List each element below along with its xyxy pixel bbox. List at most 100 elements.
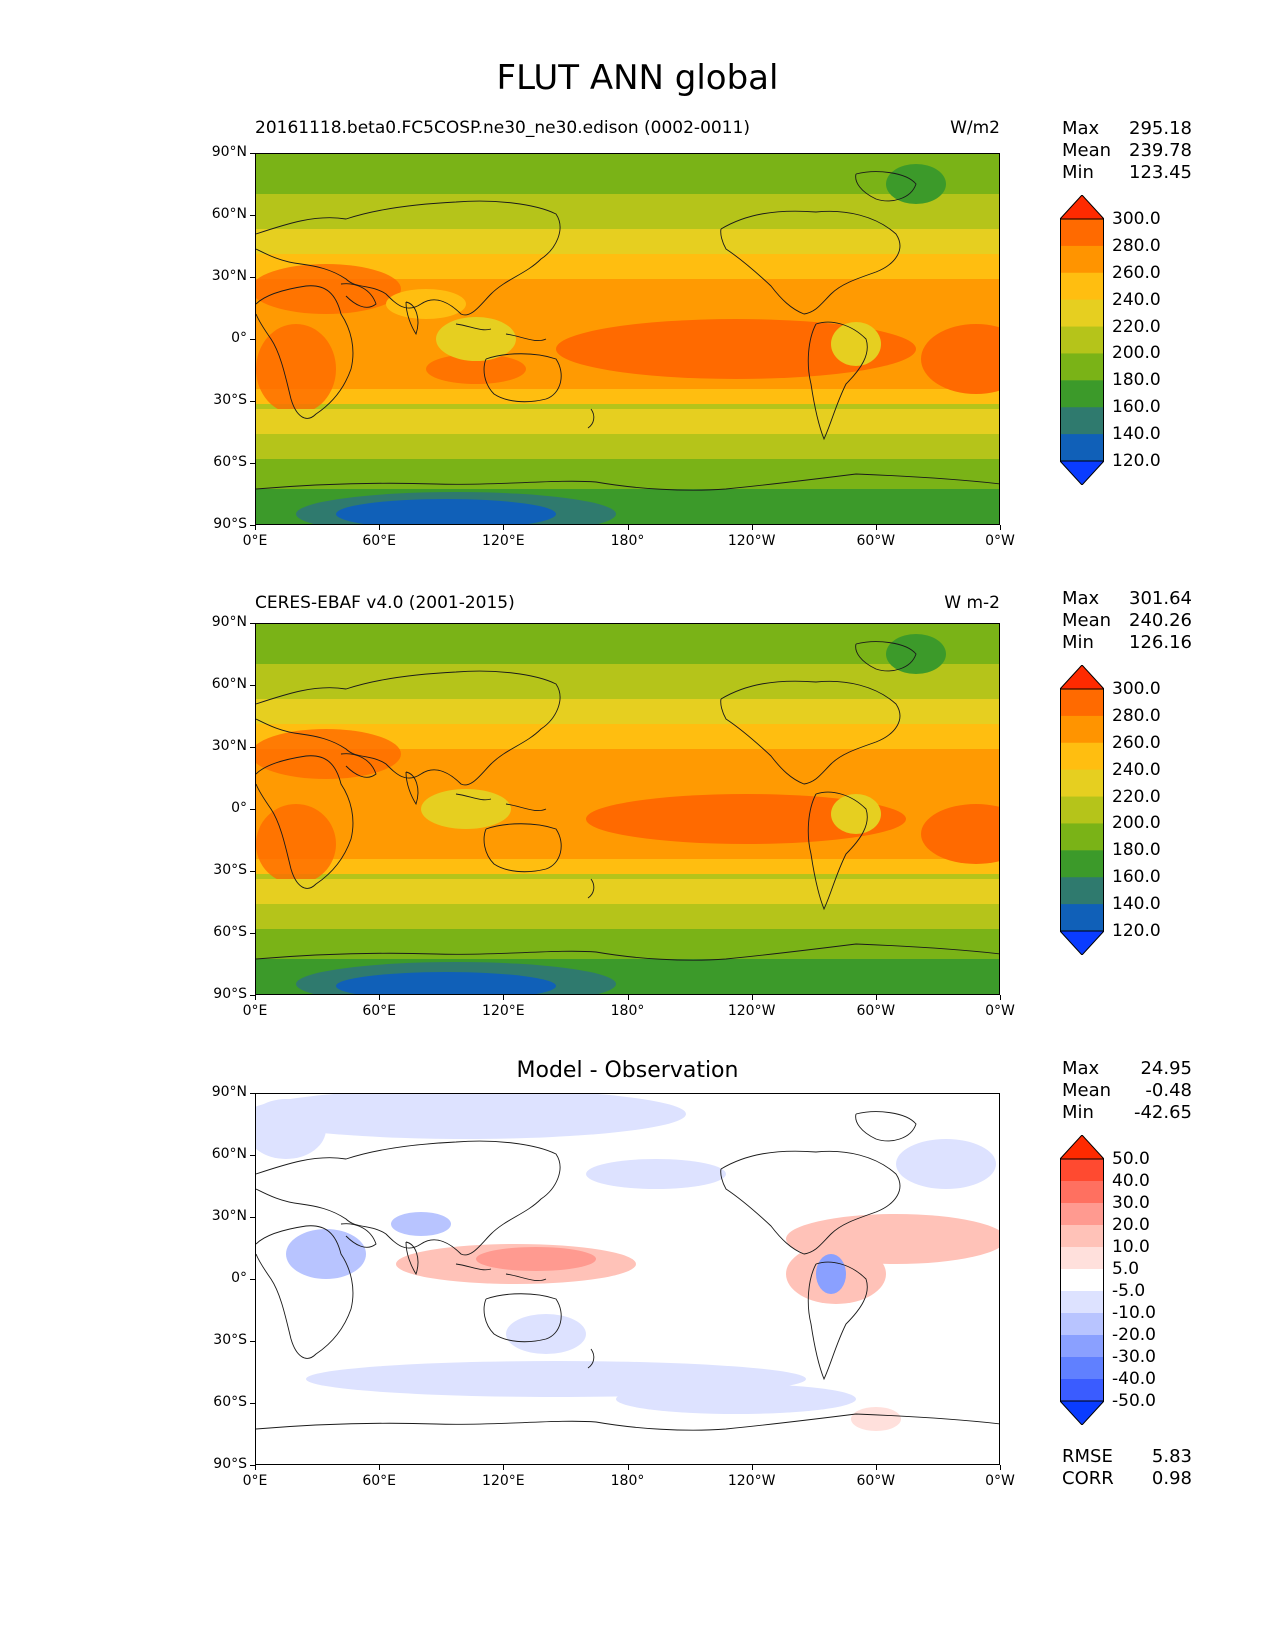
corr-value: 0.98 bbox=[1151, 1468, 1192, 1489]
mean-label: Mean bbox=[1062, 610, 1112, 631]
x-tick-mark bbox=[503, 995, 505, 1000]
colorbar-cap-bottom bbox=[1058, 930, 1106, 956]
y-tick-mark bbox=[250, 1279, 255, 1280]
colorbar-frame bbox=[1060, 688, 1104, 932]
y-tick-mark bbox=[250, 1341, 255, 1342]
colorbar-tick-label: 10.0 bbox=[1112, 1237, 1150, 1257]
x-tick-label: 60°E bbox=[362, 1003, 396, 1019]
panel-units: W m-2 bbox=[944, 593, 1000, 613]
x-tick-label: 0°W bbox=[985, 1473, 1015, 1489]
x-tick-mark bbox=[255, 1465, 256, 1470]
x-tick-label: 60°E bbox=[362, 533, 396, 549]
y-tick-label: 60°N bbox=[211, 1146, 247, 1162]
figure-title: FLUT ANN global bbox=[496, 58, 779, 98]
y-tick-label: 60°S bbox=[213, 924, 247, 940]
y-tick-label: 90°S bbox=[213, 986, 247, 1002]
map-model bbox=[255, 153, 1000, 525]
panel-difference: Model - Observation bbox=[0, 0, 1275, 1465]
y-tick-mark bbox=[250, 339, 255, 340]
mean-value: -0.48 bbox=[1145, 1080, 1192, 1101]
panel-title-left: CERES-EBAF v4.0 (2001-2015) bbox=[255, 593, 515, 613]
x-tick-label: 120°W bbox=[727, 1003, 776, 1019]
x-tick-label: 0°W bbox=[985, 533, 1015, 549]
mean-value: 240.26 bbox=[1129, 610, 1192, 631]
colorbar-model bbox=[1058, 194, 1106, 489]
max-label: Max bbox=[1062, 588, 1100, 609]
colorbar-segment bbox=[1060, 742, 1104, 771]
y-tick-label: 0° bbox=[231, 800, 247, 816]
colorbar-segment bbox=[1060, 1203, 1104, 1226]
x-tick-label: 0°W bbox=[985, 1003, 1015, 1019]
x-tick-mark bbox=[255, 525, 256, 530]
colorbar-cap-bottom bbox=[1058, 460, 1106, 486]
colorbar-segment bbox=[1060, 407, 1104, 435]
x-tick-mark bbox=[1000, 525, 1001, 530]
colorbar-segment bbox=[1060, 353, 1104, 381]
y-tick-mark bbox=[250, 215, 255, 216]
x-tick-mark bbox=[751, 525, 753, 530]
panel-observation: CERES-EBAF v4.0 (2001-2015) W m-2 bbox=[0, 0, 1275, 995]
y-tick-label: 90°N bbox=[211, 144, 247, 160]
min-label: Min bbox=[1062, 162, 1094, 183]
stats-difference: Max 24.95 Mean -0.48 Min -42.65 bbox=[1062, 1058, 1192, 1124]
x-tick-label: 60°W bbox=[856, 533, 896, 549]
colorbar-tick-label: 140.0 bbox=[1112, 894, 1161, 915]
colorbar-segment bbox=[1060, 245, 1104, 274]
y-tick-mark bbox=[250, 1465, 255, 1466]
x-tick-label: 120°E bbox=[482, 1003, 525, 1019]
min-value: -42.65 bbox=[1133, 1102, 1192, 1123]
colorbar-segment bbox=[1060, 272, 1104, 301]
colorbar-tick-label: 20.0 bbox=[1112, 1215, 1150, 1235]
x-tick-mark bbox=[1000, 1465, 1001, 1470]
colorbar-segment bbox=[1060, 904, 1104, 932]
colorbar-tick-label: 300.0 bbox=[1112, 209, 1161, 229]
y-tick-mark bbox=[250, 525, 255, 526]
y-tick-label: 60°S bbox=[213, 454, 247, 470]
colorbar-segment bbox=[1060, 1357, 1104, 1380]
colorbar-tick-label: 180.0 bbox=[1112, 840, 1161, 861]
y-tick-label: 60°N bbox=[211, 206, 247, 222]
colorbar-segment bbox=[1060, 219, 1104, 247]
colorbar-tick-label: 180.0 bbox=[1112, 370, 1161, 391]
colorbar-segment bbox=[1060, 1159, 1104, 1182]
colorbar-segment bbox=[1060, 299, 1104, 328]
y-tick-label: 30°N bbox=[211, 738, 247, 754]
mean-label: Mean bbox=[1062, 1080, 1112, 1101]
y-tick-mark bbox=[250, 933, 255, 934]
max-label: Max bbox=[1062, 1058, 1100, 1079]
max-label: Max bbox=[1062, 118, 1100, 139]
colorbar-segment bbox=[1060, 689, 1104, 717]
colorbar-tick-label: 50.0 bbox=[1112, 1149, 1150, 1169]
colorbar-cap-top bbox=[1058, 1134, 1106, 1160]
colorbar-tick-label: 140.0 bbox=[1112, 424, 1161, 445]
colorbar-tick-label: 200.0 bbox=[1112, 343, 1161, 364]
colorbar-segment bbox=[1060, 1225, 1104, 1248]
x-tick-mark bbox=[379, 525, 381, 530]
colorbar-segment bbox=[1060, 1181, 1104, 1204]
min-value: 123.45 bbox=[1129, 162, 1192, 183]
panel-title-center: Model - Observation bbox=[516, 1058, 739, 1083]
colorbar-segment bbox=[1060, 823, 1104, 851]
colorbar-tick-label: 260.0 bbox=[1112, 732, 1161, 753]
y-tick-label: 90°N bbox=[211, 614, 247, 630]
colorbar-tick-label: 220.0 bbox=[1112, 316, 1161, 337]
colorbar-tick-label: 120.0 bbox=[1112, 451, 1161, 471]
y-tick-label: 60°N bbox=[211, 676, 247, 692]
colorbar-tick-label: 220.0 bbox=[1112, 786, 1161, 807]
y-tick-label: 0° bbox=[231, 330, 247, 346]
y-tick-label: 90°S bbox=[213, 516, 247, 532]
colorbar-tick-label: 260.0 bbox=[1112, 262, 1161, 283]
x-tick-label: 0°E bbox=[242, 1003, 268, 1019]
x-tick-mark bbox=[379, 995, 381, 1000]
y-tick-mark bbox=[250, 277, 255, 278]
colorbar-segment bbox=[1060, 1247, 1104, 1270]
panel-model: 20161118.beta0.FC5COSP.ne30_ne30.edison … bbox=[0, 0, 1275, 525]
colorbar-segment bbox=[1060, 769, 1104, 798]
colorbar-tick-label: 280.0 bbox=[1112, 235, 1161, 256]
stats-model: Max 295.18 Mean 239.78 Min 123.45 bbox=[1062, 118, 1192, 184]
x-tick-label: 60°W bbox=[856, 1473, 896, 1489]
rmse-value: 5.83 bbox=[1151, 1446, 1192, 1467]
x-tick-mark bbox=[503, 525, 505, 530]
colorbar-frame bbox=[1060, 218, 1104, 462]
colorbar-tick-label: 40.0 bbox=[1112, 1171, 1150, 1191]
